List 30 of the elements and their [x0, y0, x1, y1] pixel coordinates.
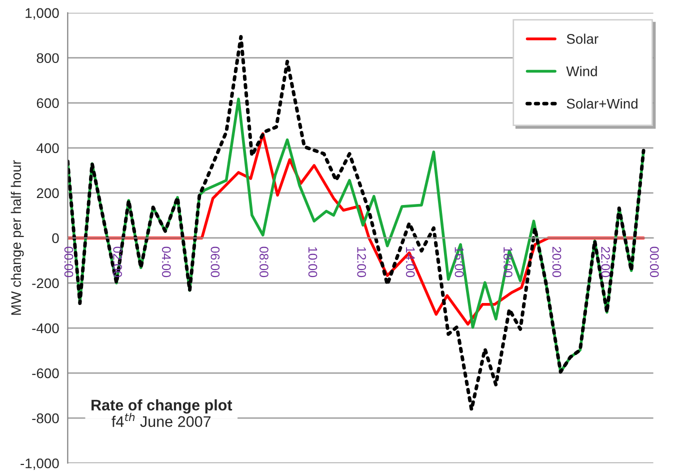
y-tick-label: -800 [32, 413, 59, 424]
y-tick-label: -1,000 [20, 458, 59, 470]
legend-label: Solar [566, 34, 598, 44]
x-tick-label: 16:00 [454, 247, 464, 278]
x-tick-label: 02:00 [113, 246, 122, 278]
x-tick-label: 06:00 [210, 246, 220, 278]
y-axis-title: MW change per half hour [10, 160, 24, 315]
y-tick-label: 1,000 [26, 8, 59, 20]
y-tick-label: 600 [36, 98, 59, 108]
y-tick-label: 0 [52, 233, 59, 244]
x-tick-label: 10:00 [308, 247, 318, 278]
y-tick-label: 800 [36, 53, 59, 64]
x-tick-label: 22:00 [601, 246, 610, 278]
x-tick-label: 18:00 [504, 247, 512, 278]
x-tick-label: 00:00 [650, 246, 659, 278]
y-tick-label: -400 [32, 323, 59, 334]
x-tick-label: 20:00 [552, 246, 562, 278]
annotation: f4$^{th}$ June 2007 [112, 412, 211, 427]
y-tick-label: 200 [36, 188, 59, 198]
y-tick-label: 400 [36, 143, 59, 154]
y-tick-label: -200 [32, 278, 59, 288]
x-tick-label: 12:00 [357, 247, 366, 278]
legend-label: Solar+Wind [566, 98, 638, 109]
x-tick-label: 08:00 [260, 246, 268, 278]
x-tick-label: 14:00 [406, 247, 415, 278]
y-tick-label: -600 [32, 368, 59, 378]
x-tick-label: 00:00 [64, 246, 74, 278]
annotation: Rate of change plot [92, 399, 232, 414]
x-tick-label: 04:00 [162, 246, 171, 278]
legend-label: Wind [566, 66, 597, 76]
